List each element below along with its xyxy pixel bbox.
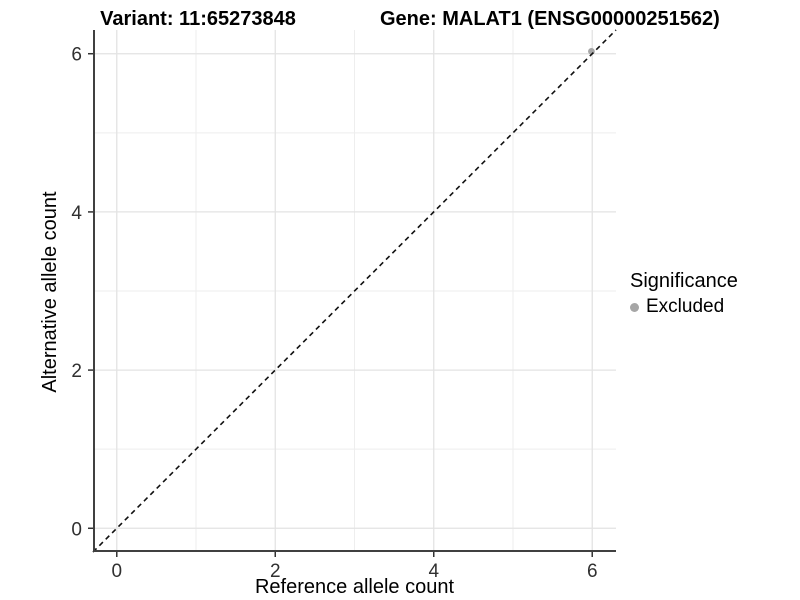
legend-key-dot-icon: [630, 302, 639, 312]
y-axis-title: Alternative allele count: [39, 191, 61, 393]
legend-title: Significance: [630, 270, 738, 292]
y-tick-label: 0: [71, 519, 82, 540]
legend: Significance Excluded: [630, 269, 738, 318]
x-axis-title: Reference allele count: [254, 576, 454, 598]
legend-item-label: Excluded: [646, 296, 725, 317]
plot-title-gene: Gene: MALAT1 (ENSG00000251562): [380, 8, 720, 30]
y-tick-label: 6: [71, 45, 82, 66]
x-tick-label: 4: [428, 561, 439, 582]
y-tick-label: 4: [71, 203, 82, 224]
x-tick-label: 2: [270, 561, 281, 582]
plot-title-variant: Variant: 11:65273848: [100, 8, 296, 30]
x-tick-label: 0: [111, 561, 122, 582]
plot-area-svg: 0 2 4 6 0 2 4 6: [71, 29, 617, 582]
identity-reference-line: [92, 29, 617, 553]
x-tick-label: 6: [587, 561, 598, 582]
plot-panel: 0 2 4 6 0 2 4 6: [71, 29, 617, 582]
y-tick-label: 2: [71, 361, 82, 382]
legend-item-excluded: Excluded: [630, 296, 738, 318]
